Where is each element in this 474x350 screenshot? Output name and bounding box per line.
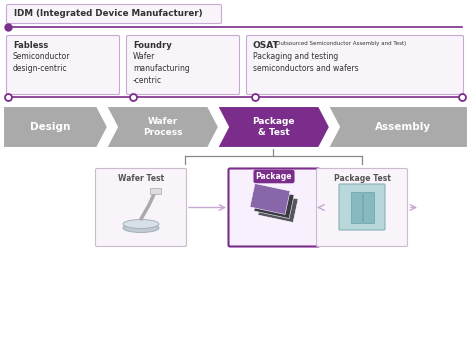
- FancyBboxPatch shape: [151, 189, 162, 195]
- FancyBboxPatch shape: [95, 168, 186, 246]
- Text: Semiconductor
design-centric: Semiconductor design-centric: [13, 52, 71, 73]
- Text: Package Test: Package Test: [334, 174, 391, 183]
- FancyBboxPatch shape: [246, 35, 464, 94]
- Text: Packaging and testing
semiconductors and wafers: Packaging and testing semiconductors and…: [253, 52, 359, 73]
- Polygon shape: [106, 106, 219, 148]
- Text: Package: Package: [256, 172, 292, 181]
- Polygon shape: [3, 106, 108, 148]
- FancyBboxPatch shape: [352, 193, 363, 224]
- Ellipse shape: [123, 219, 159, 229]
- Ellipse shape: [123, 224, 159, 232]
- Polygon shape: [328, 106, 468, 148]
- Polygon shape: [250, 183, 290, 215]
- Polygon shape: [258, 191, 298, 223]
- Text: Assembly: Assembly: [375, 122, 431, 132]
- Text: (Outsourced Semiconductor Assembly and Test): (Outsourced Semiconductor Assembly and T…: [274, 41, 406, 46]
- FancyBboxPatch shape: [228, 168, 319, 246]
- Polygon shape: [254, 188, 294, 218]
- Text: Foundry: Foundry: [133, 41, 172, 50]
- FancyBboxPatch shape: [127, 35, 239, 94]
- FancyBboxPatch shape: [364, 193, 374, 224]
- FancyBboxPatch shape: [339, 184, 385, 230]
- FancyBboxPatch shape: [7, 35, 119, 94]
- FancyBboxPatch shape: [7, 5, 221, 23]
- Text: Package
& Test: Package & Test: [252, 117, 295, 137]
- Text: OSAT: OSAT: [253, 41, 280, 50]
- Polygon shape: [217, 106, 330, 148]
- Text: Wafer
manufacturing
-centric: Wafer manufacturing -centric: [133, 52, 190, 85]
- Text: Fabless: Fabless: [13, 41, 48, 50]
- Text: Wafer Test: Wafer Test: [118, 174, 164, 183]
- Text: Wafer
Process: Wafer Process: [143, 117, 182, 137]
- Text: Design: Design: [30, 122, 70, 132]
- Text: IDM (Integrated Device Manufacturer): IDM (Integrated Device Manufacturer): [14, 9, 202, 19]
- FancyBboxPatch shape: [317, 168, 408, 246]
